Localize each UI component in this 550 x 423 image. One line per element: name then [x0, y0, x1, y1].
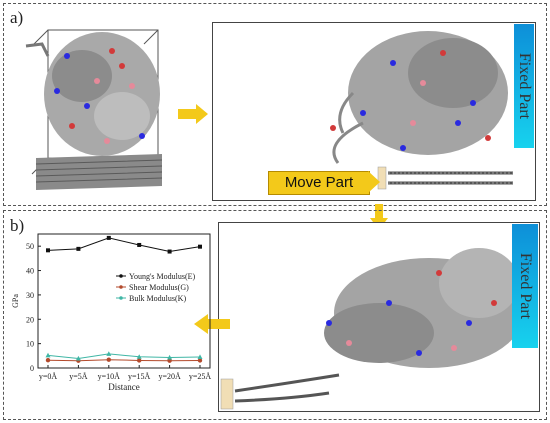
graphene-sheet: [35, 154, 163, 190]
x-tick-label: y=0Å: [39, 372, 58, 381]
polymer-cluster: [25, 32, 160, 156]
legend-marker: [119, 296, 123, 300]
fixed-part-bar-b: Fixed Part: [512, 224, 538, 348]
x-tick-label: y=15Å: [128, 372, 151, 381]
molecular-structure-stretched: [220, 248, 524, 410]
x-tick-label: y=25Å: [189, 372, 212, 381]
data-point: [136, 354, 142, 359]
x-tick-label: y=10Å: [98, 372, 121, 381]
data-point: [45, 352, 51, 358]
graphene-flake: [220, 373, 340, 410]
data-point: [75, 355, 81, 361]
legend-label: Bulk Modulus(K): [129, 294, 186, 303]
data-point: [106, 351, 112, 356]
y-tick-label: 20: [26, 315, 34, 324]
graphene-flake: [377, 166, 513, 190]
plot-frame: [37, 233, 211, 369]
molecular-structure-detail: [330, 31, 513, 190]
panel-a: [3, 3, 547, 206]
molecular-structure-initial: [25, 29, 163, 190]
y-tick-label: 30: [26, 291, 34, 300]
data-point: [197, 354, 203, 360]
panel-a-initial-structure: [12, 26, 172, 198]
fixed-part-bar-a: Fixed Part: [514, 24, 534, 148]
left-arrow-icon: [194, 314, 230, 334]
right-arrow-icon: [178, 104, 208, 124]
data-point: [106, 235, 111, 240]
move-part-label: Move Part: [268, 171, 370, 195]
data-point: [198, 244, 202, 249]
panel-a-detail-box: [212, 22, 536, 201]
legend-marker: [119, 285, 123, 289]
series-line: [47, 353, 201, 360]
modulus-line-chart: 0 10 20 30 40 50 y=0Å y=5Å y=10Å y=15Å y=20Å y=25Å D…: [11, 233, 212, 392]
data-point: [137, 242, 142, 247]
legend-label: Shear Modulus(G): [129, 283, 189, 292]
data-point: [167, 249, 172, 254]
panel-b-label: b): [10, 216, 25, 235]
data-point: [46, 248, 50, 253]
y-tick-label: 40: [26, 267, 34, 276]
y-tick-label: 50: [26, 242, 34, 251]
x-tick-label: y=20Å: [158, 372, 181, 381]
polymer-cluster: [330, 31, 508, 164]
y-axis-label: GPa: [11, 294, 20, 308]
series-line: [47, 359, 201, 362]
panel-a-label: a): [10, 8, 24, 27]
series-line: [47, 237, 201, 253]
fixed-part-label-b: Fixed Part: [517, 252, 534, 320]
data-point: [197, 358, 203, 363]
fixed-part-label-a: Fixed Part: [516, 52, 533, 120]
x-axis-label: Distance: [108, 382, 140, 392]
data-point: [76, 246, 81, 251]
x-tick-label: y=5Å: [69, 372, 88, 381]
legend-marker: [119, 274, 123, 278]
y-tick-label: 0: [30, 364, 34, 373]
data-point: [167, 354, 173, 360]
panel-b-detail-box: [218, 222, 540, 412]
polymer-cluster: [324, 248, 524, 368]
arrow-pointer-icon: [368, 171, 380, 193]
y-tick-label: 10: [26, 340, 34, 349]
legend-label: Young's Modulus(E): [129, 272, 196, 281]
panel-b: [3, 210, 547, 420]
data-point: [137, 358, 142, 363]
data-point: [167, 358, 172, 363]
data-point: [45, 358, 51, 363]
data-point: [106, 357, 112, 362]
